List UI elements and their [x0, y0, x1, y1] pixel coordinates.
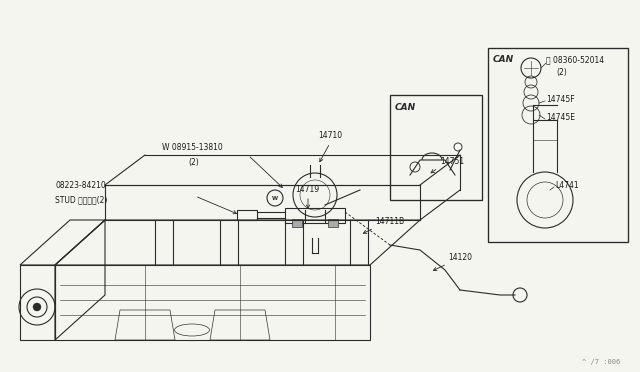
- Text: (2): (2): [188, 158, 199, 167]
- Text: ^ /7 :006: ^ /7 :006: [582, 359, 620, 365]
- Bar: [488, 48, 628, 242]
- Text: (2): (2): [556, 68, 567, 77]
- Circle shape: [33, 303, 41, 311]
- Bar: [285, 208, 345, 223]
- Text: 14719: 14719: [295, 186, 319, 195]
- Bar: [328, 219, 338, 227]
- Text: CAN: CAN: [395, 103, 416, 112]
- Text: W 08915-13810: W 08915-13810: [162, 144, 223, 153]
- Text: 14120: 14120: [448, 253, 472, 263]
- Text: 08223-84210: 08223-84210: [55, 182, 106, 190]
- Bar: [237, 210, 257, 220]
- Bar: [390, 95, 482, 200]
- Text: 14711B: 14711B: [375, 218, 404, 227]
- Text: L4741: L4741: [555, 180, 579, 189]
- Text: 14751: 14751: [440, 157, 464, 167]
- Bar: [292, 219, 302, 227]
- Text: STUD スタッド(2): STUD スタッド(2): [55, 196, 108, 205]
- Text: 14710: 14710: [318, 131, 342, 140]
- Text: CAN: CAN: [493, 55, 514, 64]
- Text: 14745E: 14745E: [546, 113, 575, 122]
- Text: Ⓢ 08360-52014: Ⓢ 08360-52014: [546, 55, 604, 64]
- Text: 14745F: 14745F: [546, 96, 575, 105]
- Text: W: W: [272, 196, 278, 201]
